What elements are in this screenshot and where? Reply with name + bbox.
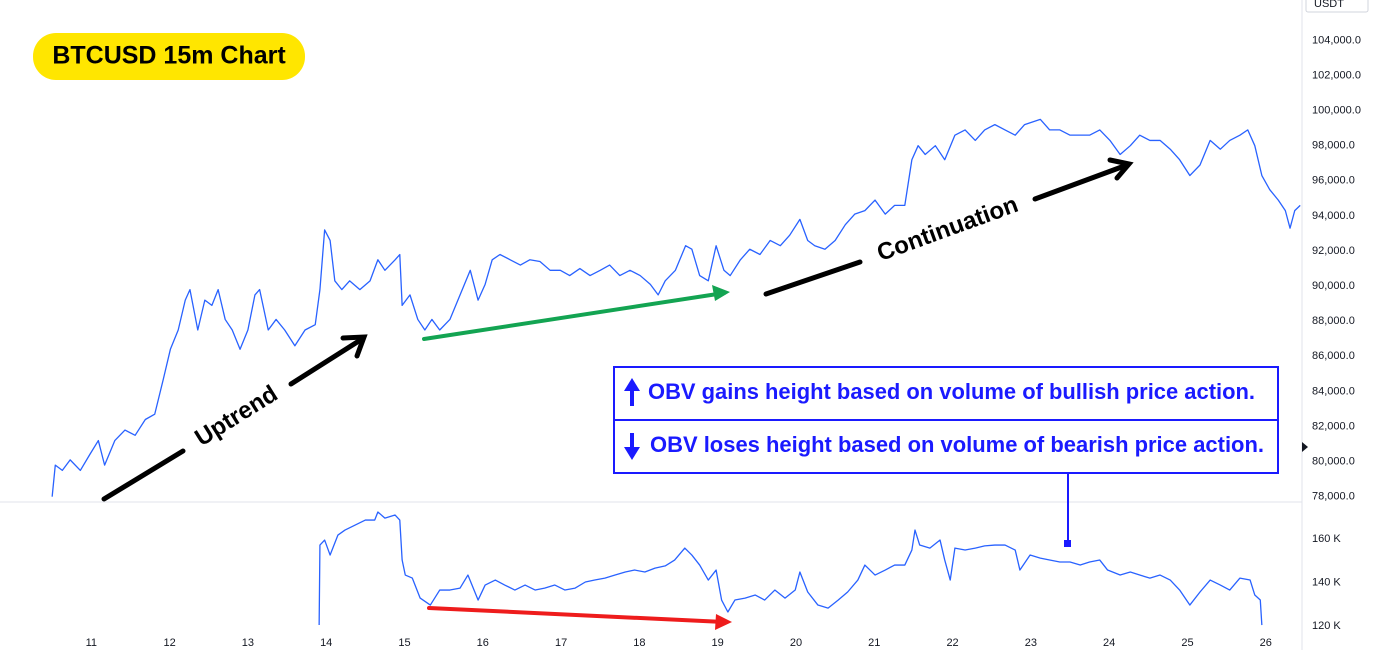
y-tick-label: 102,000.0 bbox=[1312, 69, 1361, 81]
chart-title: BTCUSD 15m Chart bbox=[52, 42, 286, 70]
uptrend-arrow bbox=[101, 334, 368, 502]
y-tick-label: 96,000.0 bbox=[1312, 175, 1355, 187]
arrow-head bbox=[712, 285, 730, 301]
x-tick-label: 16 bbox=[477, 637, 489, 649]
note-up: OBV gains height based on volume of bull… bbox=[648, 379, 1255, 404]
series-layer bbox=[51, 118, 1301, 626]
obv-arrow bbox=[427, 606, 726, 624]
y-tick-label: 98,000.0 bbox=[1312, 140, 1355, 152]
price-line bbox=[318, 511, 1263, 626]
note-anchor bbox=[1064, 540, 1071, 547]
y-tick-label: 100,000.0 bbox=[1312, 104, 1361, 116]
x-tick-label: 26 bbox=[1260, 637, 1272, 649]
x-tick-label: 24 bbox=[1103, 637, 1115, 649]
y-tick-label: 84,000.0 bbox=[1312, 385, 1355, 397]
x-tick-label: 22 bbox=[946, 637, 958, 649]
continuation-arrow bbox=[763, 157, 1134, 297]
x-tick-label: 23 bbox=[1025, 637, 1037, 649]
x-tick-label: 17 bbox=[555, 637, 567, 649]
y-tick-label: 104,000.0 bbox=[1312, 34, 1361, 46]
note-down: OBV loses height based on volume of bear… bbox=[650, 432, 1264, 457]
arrow-head bbox=[715, 614, 732, 630]
y-unit: USDT bbox=[1314, 0, 1344, 10]
x-tick-label: 25 bbox=[1181, 637, 1193, 649]
down-icon bbox=[624, 433, 640, 460]
y-tick-label: 88,000.0 bbox=[1312, 315, 1355, 327]
y-tick-label: 120 K bbox=[1312, 620, 1341, 632]
y-tick-label: 140 K bbox=[1312, 576, 1341, 588]
y-tick-label: 80,000.0 bbox=[1312, 456, 1355, 468]
unit-box bbox=[1305, 0, 1369, 13]
x-tick-label: 15 bbox=[398, 637, 410, 649]
title-badge bbox=[33, 33, 305, 80]
x-tick-label: 12 bbox=[163, 637, 175, 649]
y-tick-label: 94,000.0 bbox=[1312, 210, 1355, 222]
x-tick-label: 19 bbox=[712, 637, 724, 649]
x-tick-label: 18 bbox=[633, 637, 645, 649]
y-tick-label: 86,000.0 bbox=[1312, 350, 1355, 362]
obv-price-arrow bbox=[422, 291, 726, 341]
axis-marker bbox=[1302, 442, 1308, 452]
x-tick-label: 13 bbox=[242, 637, 254, 649]
y-tick-label: 90,000.0 bbox=[1312, 280, 1355, 292]
y-tick-label: 160 K bbox=[1312, 533, 1341, 545]
x-tick-label: 21 bbox=[868, 637, 880, 649]
x-tick-label: 14 bbox=[320, 637, 332, 649]
y-tick-label: 78,000.0 bbox=[1312, 491, 1355, 503]
y-tick-label: 92,000.0 bbox=[1312, 245, 1355, 257]
x-tick-label: 11 bbox=[86, 637, 97, 649]
up-icon bbox=[624, 378, 640, 406]
price-line bbox=[51, 118, 1301, 497]
y-tick-label: 82,000.0 bbox=[1312, 420, 1355, 432]
x-tick-label: 20 bbox=[790, 637, 802, 649]
